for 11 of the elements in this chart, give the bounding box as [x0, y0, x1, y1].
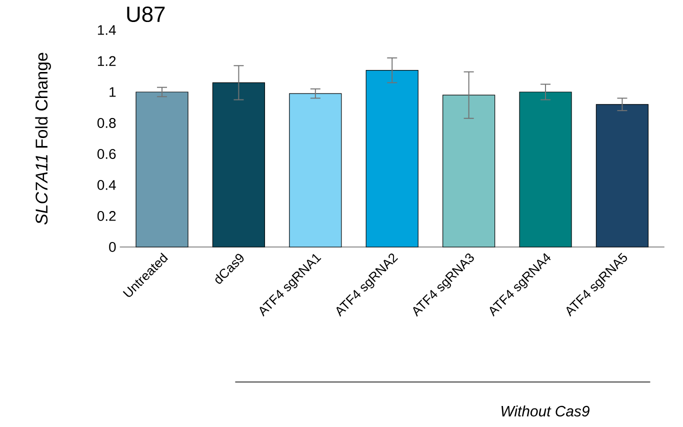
y-tick-label: 0.2: [97, 211, 116, 221]
chart-title: U87: [127, 6, 165, 22]
text: Without Cas9: [502, 406, 590, 416]
y-tick-label: 1.4: [98, 25, 116, 35]
y-tick-label: 1.2: [98, 56, 116, 66]
y-tick-label: 0: [109, 242, 116, 252]
y-tick-label: 0.6: [97, 149, 116, 159]
y-axis-title: SLC7A11 Fold Change: [35, 52, 51, 224]
y-tick-label: 0.4: [97, 180, 116, 190]
y-tick-label: 1: [110, 87, 116, 97]
y-tick-label: 0.8: [97, 118, 116, 128]
